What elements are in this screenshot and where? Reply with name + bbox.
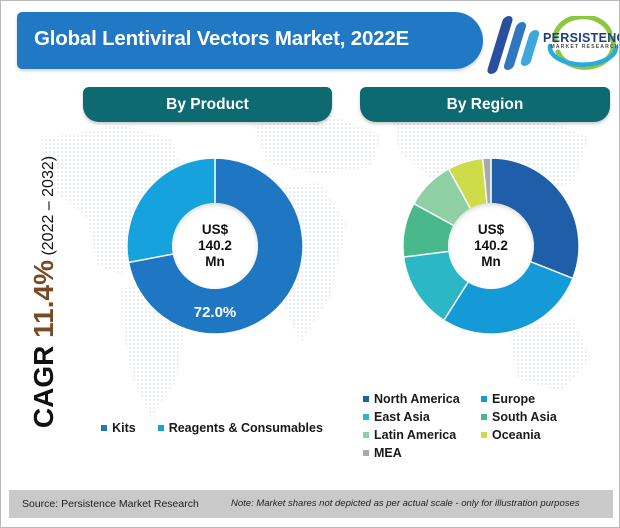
center-line-2: 140.2 xyxy=(198,238,232,254)
legend-region-item[interactable]: MEA xyxy=(363,446,481,460)
donut-product-center-value: US$ 140.2 Mn xyxy=(172,203,258,289)
header: Global Lentiviral Vectors Market, 2022E … xyxy=(17,12,619,74)
cagr-period: (2022 – 2032) xyxy=(40,155,57,260)
legend-product-item[interactable]: Kits xyxy=(101,421,136,435)
legend-swatch-icon xyxy=(363,414,369,420)
legend-region-label: MEA xyxy=(374,446,402,460)
panel-title-by-product: By Product xyxy=(83,87,332,122)
page-title: Global Lentiviral Vectors Market, 2022E xyxy=(34,27,410,50)
panel-title-by-region: By Region xyxy=(360,87,610,122)
logo-tagline: MARKET RESEARCH xyxy=(550,44,620,50)
legend-region-item[interactable]: East Asia xyxy=(363,410,481,424)
legend-product-label: Kits xyxy=(112,421,136,435)
legend-region-item[interactable]: Europe xyxy=(481,392,599,406)
cagr-label: CAGR xyxy=(28,337,59,429)
legend-swatch-icon xyxy=(363,396,369,402)
donut-region-center-value: US$ 140.2 Mn xyxy=(448,203,534,289)
donut-product-slice-label: 72.0% xyxy=(193,304,237,321)
logo-swoosh-icon xyxy=(547,14,619,70)
logo-wordmark: PERSISTENCE xyxy=(543,31,619,45)
legend-region-label: North America xyxy=(374,392,460,406)
legend-region-label: Europe xyxy=(492,392,536,406)
cagr-callout: CAGR 11.4% (2022 – 2032) xyxy=(28,127,60,457)
center-line-3: Mn xyxy=(205,253,225,269)
cagr-value: 11.4% xyxy=(28,260,59,338)
panel-title-by-region-label: By Region xyxy=(446,96,524,113)
legend-product-label: Reagents & Consumables xyxy=(168,421,323,435)
legend-region-item[interactable]: Oceania xyxy=(481,428,599,442)
legend-swatch-icon xyxy=(101,425,108,431)
legend-region-item[interactable]: Latin America xyxy=(363,428,481,442)
donut-chart-by-region: US$ 140.2 Mn xyxy=(401,156,581,336)
legend-region-label: South Asia xyxy=(492,410,557,424)
legend-region-label: Latin America xyxy=(374,428,457,442)
center-line-1: US$ xyxy=(201,222,229,238)
center-line-1: US$ xyxy=(477,222,505,238)
legend-region-item[interactable]: South Asia xyxy=(481,410,599,424)
legend-swatch-icon xyxy=(363,432,369,438)
title-banner xyxy=(17,12,483,69)
legend-swatch-icon xyxy=(481,432,487,438)
legend-region-label: Oceania xyxy=(492,428,541,442)
footer-bar: Source: Persistence Market Research Note… xyxy=(9,490,613,518)
legend-by-region: North America Europe East Asia South Asia La… xyxy=(363,392,599,460)
legend-swatch-icon xyxy=(481,396,487,402)
legend-swatch-icon xyxy=(157,425,164,431)
donut-chart-by-product: US$ 140.2 Mn 72.0% xyxy=(125,156,305,336)
donut-product-svg xyxy=(126,157,304,335)
legend-swatch-icon xyxy=(481,414,487,420)
legend-product-item[interactable]: Reagents & Consumables xyxy=(157,421,323,435)
center-line-3: Mn xyxy=(481,253,501,269)
panel-title-by-product-label: By Product xyxy=(166,96,249,113)
footer-source: Source: Persistence Market Research xyxy=(22,498,199,510)
legend-region-item[interactable]: North America xyxy=(363,392,481,406)
legend-region-label: East Asia xyxy=(374,410,430,424)
persistence-market-research-logo: PERSISTENCE MARKET RESEARCH xyxy=(538,14,620,70)
center-line-2: 140.2 xyxy=(474,238,508,254)
legend-by-product: Kits Reagents & Consumables xyxy=(87,421,337,435)
footer-note: Note: Market shares not depicted as per … xyxy=(231,498,580,509)
legend-swatch-icon xyxy=(363,450,369,456)
